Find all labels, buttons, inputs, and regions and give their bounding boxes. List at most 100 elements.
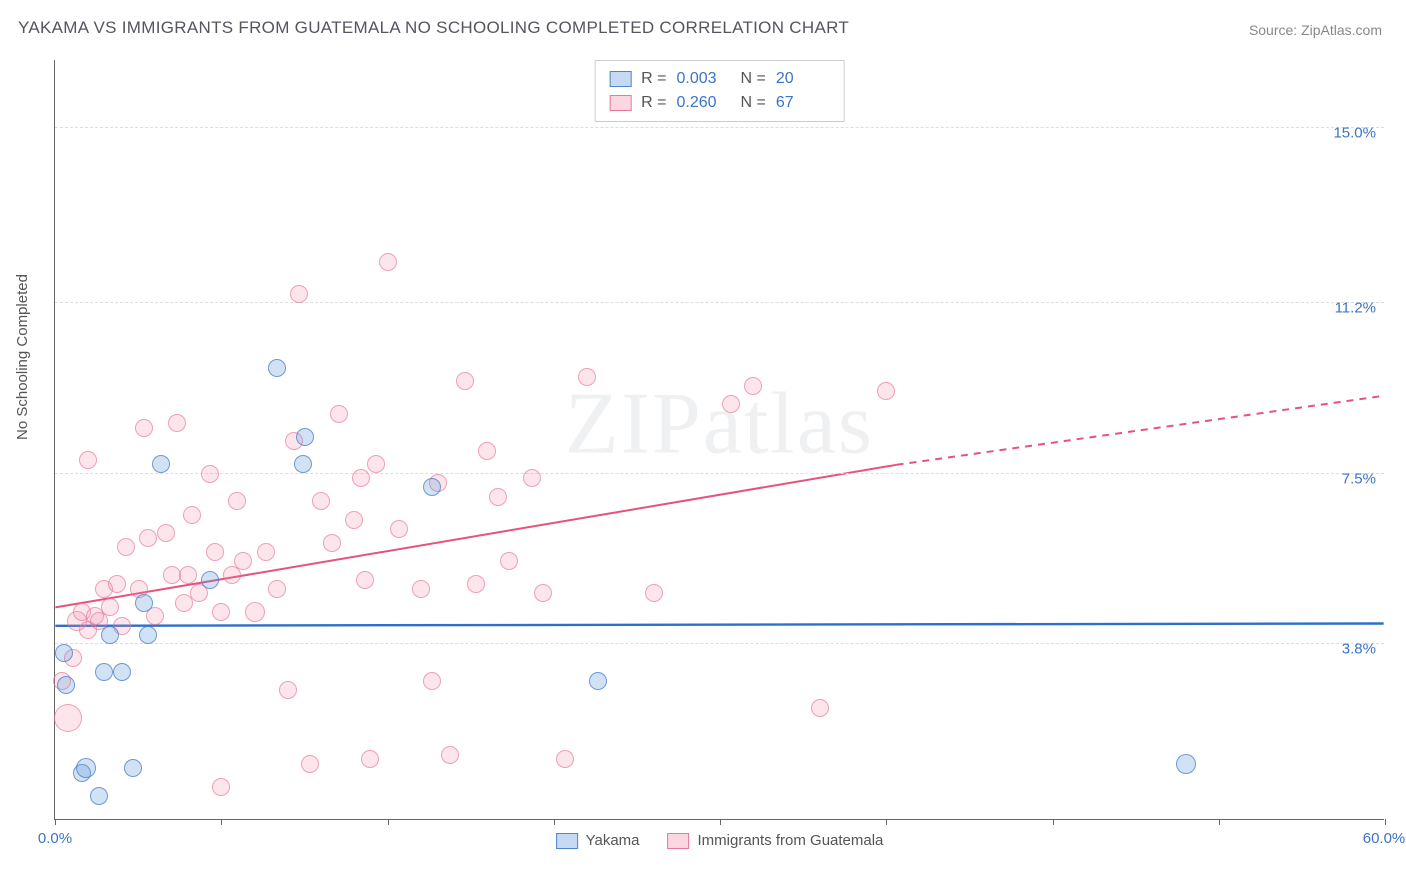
data-point [113,663,131,681]
swatch-yakama [609,71,631,87]
data-point [645,584,663,602]
data-point [279,681,297,699]
source-attribution: Source: ZipAtlas.com [1249,22,1382,38]
yakama-n-value: 20 [776,70,830,88]
data-point [296,428,314,446]
x-tick [1219,819,1220,825]
n-label: N = [741,70,766,88]
x-tick [1385,819,1386,825]
data-point [76,758,96,778]
data-point [212,603,230,621]
data-point [268,359,286,377]
trend-lines [55,60,1384,819]
legend-label-yakama: Yakama [586,832,640,849]
r-label: R = [641,94,666,112]
data-point [500,552,518,570]
bottom-legend: Yakama Immigrants from Guatemala [556,832,884,849]
data-point [361,750,379,768]
data-point [423,672,441,690]
scatter-chart: ZIPatlas R = 0.003 N = 20 R = 0.260 N = … [54,60,1384,820]
data-point [722,395,740,413]
data-point [478,442,496,460]
legend-label-guatemala: Immigrants from Guatemala [698,832,884,849]
x-tick [886,819,887,825]
x-tick [720,819,721,825]
x-max-label: 60.0% [1363,830,1406,847]
data-point [139,626,157,644]
data-point [294,455,312,473]
stats-row-yakama: R = 0.003 N = 20 [609,67,830,91]
gridline [55,127,1384,128]
data-point [268,580,286,598]
data-point [179,566,197,584]
data-point [54,704,82,732]
data-point [257,543,275,561]
data-point [345,511,363,529]
data-point [157,524,175,542]
data-point [79,451,97,469]
data-point [228,492,246,510]
data-point [423,478,441,496]
data-point [168,414,186,432]
data-point [95,663,113,681]
data-point [811,699,829,717]
data-point [101,598,119,616]
data-point [152,455,170,473]
swatch-guatemala [609,95,631,111]
guatemala-n-value: 67 [776,94,830,112]
chart-title: YAKAMA VS IMMIGRANTS FROM GUATEMALA NO S… [18,18,849,38]
swatch-guatemala [668,833,690,849]
data-point [234,552,252,570]
data-point [456,372,474,390]
n-label: N = [741,94,766,112]
data-point [201,571,219,589]
data-point [245,602,265,622]
x-tick [554,819,555,825]
stats-legend: R = 0.003 N = 20 R = 0.260 N = 67 [594,60,845,122]
data-point [183,506,201,524]
data-point [356,571,374,589]
data-point [117,538,135,556]
data-point [534,584,552,602]
data-point [101,626,119,644]
x-tick [1053,819,1054,825]
gridline [55,473,1384,474]
y-tick-label: 11.2% [1335,300,1376,317]
data-point [323,534,341,552]
legend-item-guatemala: Immigrants from Guatemala [668,832,884,849]
yakama-r-value: 0.003 [677,70,731,88]
x-tick [55,819,56,825]
data-point [312,492,330,510]
data-point [55,644,73,662]
data-point [57,676,75,694]
x-tick [221,819,222,825]
data-point [135,594,153,612]
data-point [877,382,895,400]
data-point [1176,754,1196,774]
gridline [55,643,1384,644]
data-point [523,469,541,487]
data-point [412,580,430,598]
data-point [301,755,319,773]
data-point [489,488,507,506]
data-point [556,750,574,768]
data-point [379,253,397,271]
y-tick-label: 3.8% [1342,640,1376,657]
data-point [201,465,219,483]
x-min-label: 0.0% [38,830,72,847]
data-point [367,455,385,473]
source-prefix: Source: [1249,22,1301,38]
data-point [212,778,230,796]
guatemala-r-value: 0.260 [677,94,731,112]
legend-item-yakama: Yakama [556,832,640,849]
data-point [589,672,607,690]
data-point [467,575,485,593]
data-point [290,285,308,303]
watermark-text: ZIPatlas [565,374,874,475]
data-point [206,543,224,561]
source-link[interactable]: ZipAtlas.com [1301,22,1382,38]
x-tick [388,819,389,825]
data-point [135,419,153,437]
data-point [124,759,142,777]
gridline [55,302,1384,303]
